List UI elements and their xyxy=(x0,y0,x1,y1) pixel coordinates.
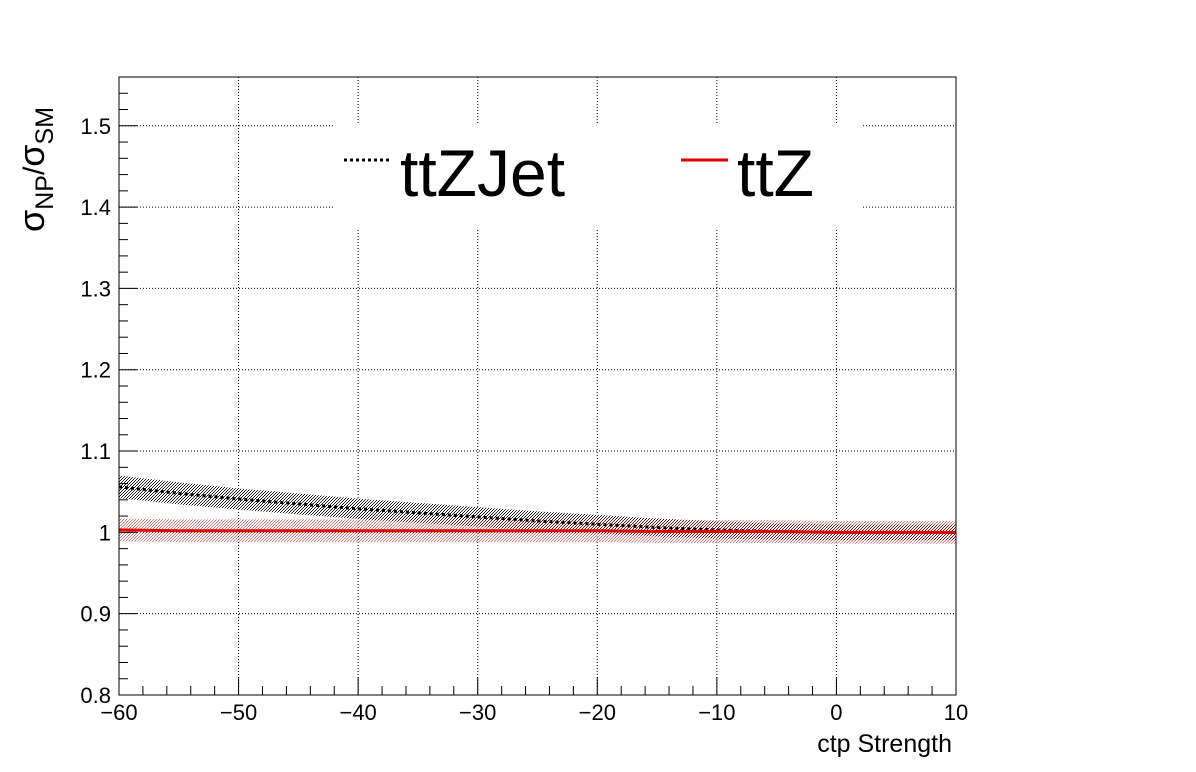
legend-label-ttz: ttZ xyxy=(737,136,814,210)
y-tick-label: 0.8 xyxy=(80,683,111,708)
point-ttz xyxy=(297,530,299,532)
y-label-sigma-np: σ xyxy=(11,210,52,232)
y-label-sigma-sm: σ xyxy=(11,144,52,166)
y-tick-label: 1.4 xyxy=(80,195,111,220)
y-tick-label: 1.5 xyxy=(80,114,111,139)
legend-label-ttzjet: ttZJet xyxy=(400,136,565,210)
point-ttzjet xyxy=(596,523,598,525)
point-ttz xyxy=(417,530,419,532)
point-ttz xyxy=(776,530,778,533)
point-ttz xyxy=(835,531,838,533)
x-axis-label: ctp Strength xyxy=(817,730,952,758)
y-tick-label: 1.1 xyxy=(80,439,111,464)
x-tick-label: −10 xyxy=(698,700,735,725)
tick-labels: −60 −50 −40 −30 −20 −10 0 10 0.8 0.9 1 1.1 1.2 1.3 1.4… xyxy=(80,114,968,725)
point-ttz xyxy=(178,530,180,532)
point-ttz xyxy=(536,530,539,532)
point-ttz xyxy=(237,530,240,532)
series-lines xyxy=(118,485,957,534)
x-tick-label: −50 xyxy=(220,700,257,725)
point-ttz xyxy=(716,530,718,533)
x-tick-label: −40 xyxy=(339,700,376,725)
y-tick-label: 1.3 xyxy=(80,276,111,301)
point-ttzjet xyxy=(536,520,539,522)
y-label-sub-np: NP xyxy=(31,175,59,210)
y-label-slash: / xyxy=(18,166,51,175)
point-ttz xyxy=(357,530,359,532)
x-tick-label: −60 xyxy=(100,700,137,725)
point-ttzjet xyxy=(477,516,479,518)
point-ttzjet xyxy=(417,512,419,514)
legend-box xyxy=(333,125,863,230)
point-ttz xyxy=(656,530,658,533)
y-tick-label: 1.2 xyxy=(80,358,111,383)
point-ttz xyxy=(895,531,897,533)
x-tick-label: 10 xyxy=(944,700,968,725)
y-tick-label: 1 xyxy=(99,520,111,545)
point-ttz xyxy=(477,530,479,532)
point-ttzjet xyxy=(178,492,180,494)
x-tick-label: −20 xyxy=(579,700,616,725)
y-label-sub-sm: SM xyxy=(31,107,59,145)
point-ttzjet xyxy=(656,526,658,529)
point-ttz xyxy=(596,530,598,532)
point-ttzjet xyxy=(237,498,240,500)
y-axis-label: σNP/σSM xyxy=(11,107,59,232)
point-ttzjet xyxy=(297,503,299,505)
axis-ticks xyxy=(118,76,957,696)
line-ttzjet xyxy=(118,485,956,534)
y-tick-label: 0.9 xyxy=(80,602,111,627)
point-ttzjet xyxy=(357,508,359,510)
legend: ttZJet ttZ xyxy=(333,125,863,230)
x-tick-label: −30 xyxy=(459,700,496,725)
x-tick-label: 0 xyxy=(830,700,842,725)
